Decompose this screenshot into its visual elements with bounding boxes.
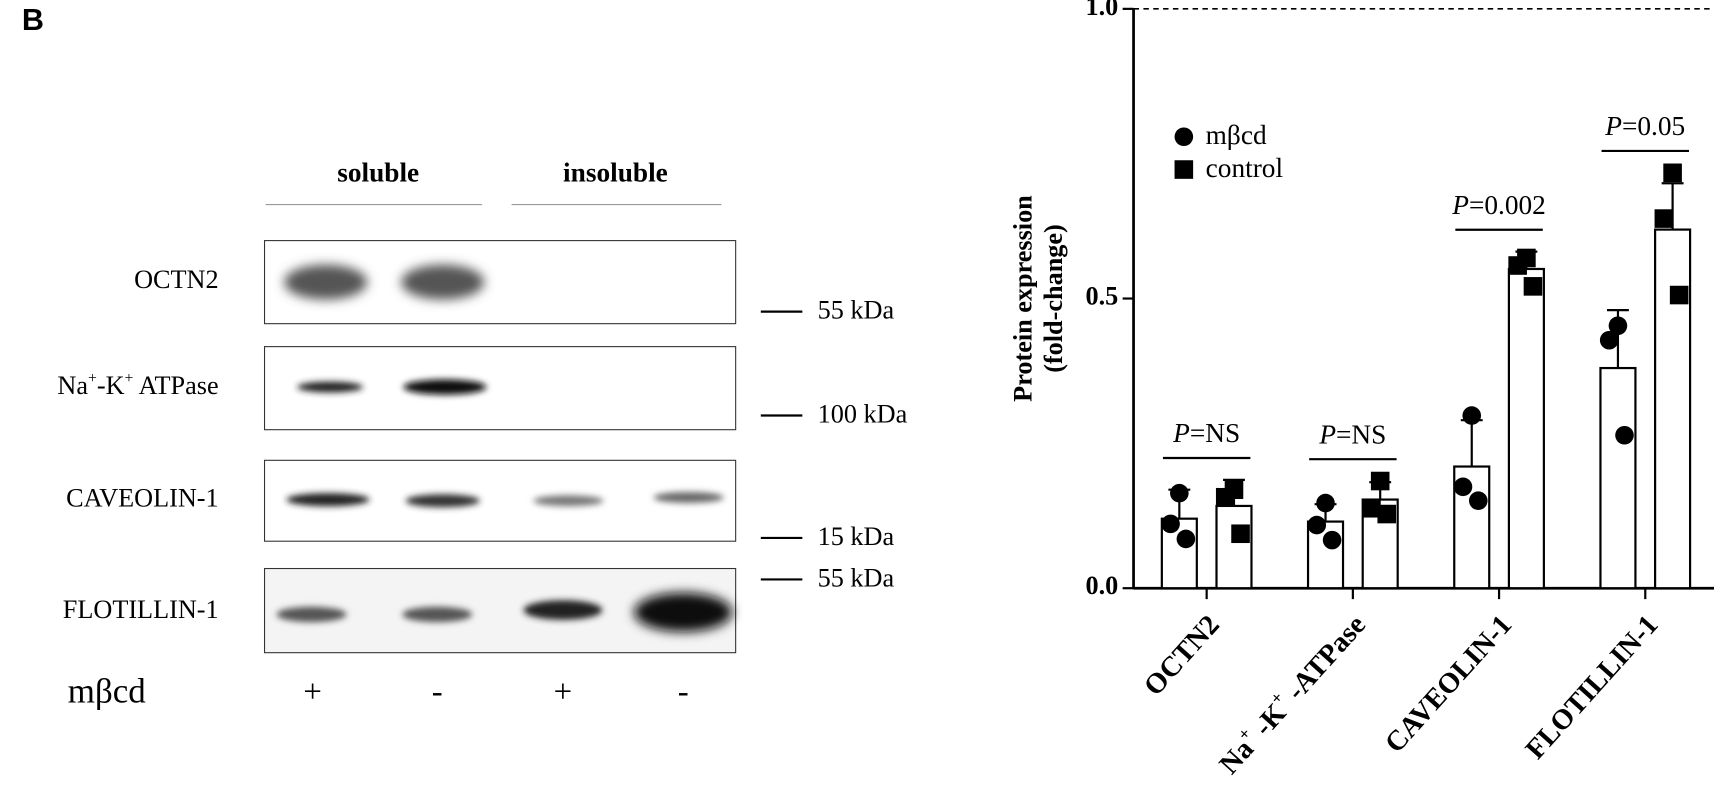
bands [284, 264, 733, 632]
data-point [1615, 425, 1634, 445]
data-point [1654, 209, 1674, 228]
data-point [1469, 491, 1488, 511]
y-tick-label: 1.0 [1085, 0, 1118, 21]
treatment-label: mβcd [68, 671, 147, 710]
data-point [1663, 163, 1682, 183]
x-tick-label: CAVEOLIN-1 [1379, 609, 1518, 758]
text-part: + [125, 370, 134, 387]
p-symbol: P [1604, 111, 1622, 141]
y-axis-title: Protein expression(fold-change) [1008, 195, 1068, 402]
x-tick-label: OCTN2 [1138, 609, 1225, 701]
data-point [1669, 285, 1689, 305]
lane-sign: + [303, 674, 322, 710]
y-axis-title-line: (fold-change) [1039, 224, 1068, 373]
text-part: CAVEOLIN-1 [1379, 609, 1518, 758]
p-value: =NS [1190, 418, 1240, 448]
bar [1215, 504, 1253, 590]
y-tick-label: 0.5 [1085, 282, 1118, 311]
legend-label: control [1206, 153, 1284, 183]
legend-marker [1174, 127, 1194, 147]
marker-label: 55 kDa [818, 296, 895, 325]
data-point [1307, 515, 1327, 535]
y-tick-label: 0.0 [1085, 571, 1118, 600]
x-tick-label: FLOTILLIN-1 [1520, 609, 1665, 765]
text-part: OCTN2 [134, 265, 218, 294]
data-point [1176, 529, 1196, 549]
text-part: -ATPase [1276, 609, 1372, 711]
p-symbol: P [1172, 418, 1190, 448]
lane-sign: - [678, 674, 689, 710]
data-point [1453, 477, 1473, 497]
marker-label: 100 kDa [818, 400, 908, 429]
text-part: OCTN2 [1138, 609, 1225, 701]
data-point [1161, 514, 1180, 534]
data-point [1170, 483, 1189, 503]
group-label: soluble [337, 157, 419, 187]
text-part: + [88, 370, 97, 387]
data-point [1316, 493, 1335, 513]
blot [263, 203, 737, 654]
marker-label: 55 kDa [818, 564, 895, 593]
marker-label: 15 kDa [818, 522, 895, 551]
lane-sign: + [554, 674, 573, 710]
data-point [1370, 471, 1390, 491]
p-value: =0.002 [1469, 190, 1546, 220]
text-part: FLOTILLIN-1 [1520, 609, 1665, 765]
text-part: CAVEOLIN-1 [66, 484, 218, 513]
group-label: insoluble [563, 157, 668, 187]
lane-sign: - [432, 674, 443, 710]
p-symbol: P [1451, 190, 1469, 220]
y-axis-title-line: Protein expression [1008, 195, 1037, 402]
data-point [1231, 524, 1250, 544]
p-value: =0.05 [1622, 111, 1685, 141]
row-label: CAVEOLIN-1 [66, 484, 218, 513]
bar [1599, 366, 1637, 590]
text-part: Na [1213, 734, 1259, 781]
data-point [1599, 330, 1619, 350]
data-point [1377, 504, 1397, 524]
data-point [1362, 498, 1381, 518]
panel-label: B [22, 3, 44, 37]
row-label: OCTN2 [134, 265, 218, 294]
p-value: =NS [1336, 420, 1386, 450]
text-part: Na [57, 371, 88, 400]
data-point [1608, 316, 1628, 336]
bar [1654, 228, 1692, 590]
data-point [1215, 487, 1235, 507]
row-label: FLOTILLIN-1 [63, 595, 219, 624]
text-part: -K [97, 371, 125, 400]
text-part: FLOTILLIN-1 [63, 595, 219, 624]
data-point [1322, 530, 1342, 550]
p-symbol: P [1318, 420, 1336, 450]
significance-label: P=NS [1172, 418, 1240, 448]
significance-label: P=0.002 [1451, 190, 1546, 220]
legend-label: mβcd [1206, 120, 1267, 150]
bar [1160, 517, 1198, 590]
bar [1507, 267, 1545, 590]
legend-marker [1174, 160, 1194, 179]
bands [276, 379, 724, 623]
data-point [1508, 256, 1527, 275]
data-point [1523, 277, 1543, 296]
data-point [1462, 406, 1482, 425]
x-tick-label: Na+ -K+ -ATPase [1211, 607, 1371, 780]
significance-label: P=0.05 [1604, 111, 1685, 141]
significance-label: P=NS [1318, 420, 1386, 450]
text-part: ATPase [133, 371, 218, 400]
row-label: Na+-K+ ATPase [57, 370, 218, 400]
